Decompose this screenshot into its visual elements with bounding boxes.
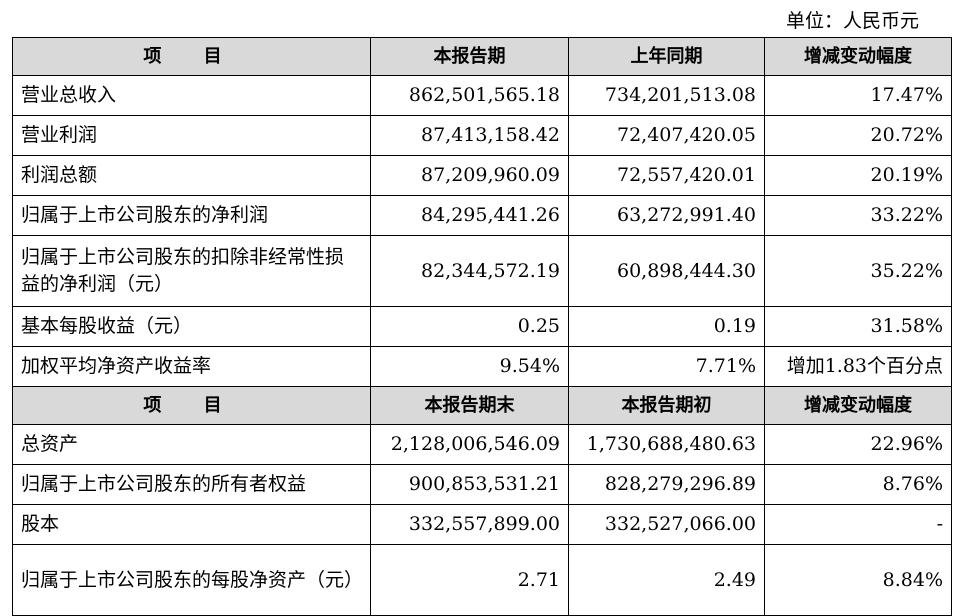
row-label: 归属于上市公司股东的所有者权益 (12, 464, 371, 505)
table-row: 归属于上市公司股东的扣除非经常性损益的净利润（元） 82,344,572.19 … (12, 235, 952, 307)
header-item: 项 目 (12, 386, 371, 425)
row-label: 股本 (12, 504, 371, 545)
period-start-value: 332,527,066.00 (568, 504, 765, 545)
change-value: 增加1.83个百分点 (764, 346, 952, 387)
table-header-row: 项 目 本报告期末 本报告期初 增减变动幅度 (12, 386, 952, 425)
row-label: 归属于上市公司股东的每股净资产（元） (12, 544, 371, 616)
period-start-value: 828,279,296.89 (568, 464, 765, 505)
current-value: 82,344,572.19 (370, 235, 569, 307)
row-label: 营业利润 (12, 115, 371, 156)
period-end-value: 2,128,006,546.09 (370, 424, 569, 465)
current-value: 84,295,441.26 (370, 195, 569, 236)
table-row: 基本每股收益（元） 0.25 0.19 31.58% (12, 306, 952, 347)
period-end-value: 2.71 (370, 544, 569, 616)
table-row: 加权平均净资产收益率 9.54% 7.71% 增加1.83个百分点 (12, 346, 952, 387)
header-period-start: 本报告期初 (568, 386, 765, 425)
period-end-value: 332,557,899.00 (370, 504, 569, 545)
table-header-row: 项 目 本报告期 上年同期 增减变动幅度 (12, 37, 952, 76)
unit-label: 单位：人民币元 (785, 10, 919, 32)
table-row: 股本 332,557,899.00 332,527,066.00 - (12, 504, 952, 545)
change-value: 31.58% (764, 306, 952, 347)
prior-value: 72,407,420.05 (568, 115, 765, 156)
current-value: 862,501,565.18 (370, 75, 569, 116)
row-label: 加权平均净资产收益率 (12, 346, 371, 387)
table-row: 营业利润 87,413,158.42 72,407,420.05 20.72% (12, 115, 952, 156)
change-value: 22.96% (764, 424, 952, 465)
period-start-value: 1,730,688,480.63 (568, 424, 765, 465)
header-change-rate: 增减变动幅度 (764, 37, 952, 76)
row-label: 归属于上市公司股东的净利润 (12, 195, 371, 236)
row-label: 利润总额 (12, 155, 371, 196)
change-value: 8.84% (764, 544, 952, 616)
table-row: 利润总额 87,209,960.09 72,557,420.01 20.19% (12, 155, 952, 196)
change-value: 8.76% (764, 464, 952, 505)
period-end-value: 900,853,531.21 (370, 464, 569, 505)
table-row: 归属于上市公司股东的每股净资产（元） 2.71 2.49 8.84% (12, 544, 952, 616)
header-current-period: 本报告期 (370, 37, 569, 76)
prior-value: 7.71% (568, 346, 765, 387)
current-value: 9.54% (370, 346, 569, 387)
table-row: 营业总收入 862,501,565.18 734,201,513.08 17.4… (12, 75, 952, 116)
prior-value: 72,557,420.01 (568, 155, 765, 196)
change-value: 35.22% (764, 235, 952, 307)
current-value: 0.25 (370, 306, 569, 347)
header-change-rate: 增减变动幅度 (764, 386, 952, 425)
table-row: 总资产 2,128,006,546.09 1,730,688,480.63 22… (12, 424, 952, 465)
row-label: 基本每股收益（元） (12, 306, 371, 347)
change-value: 20.19% (764, 155, 952, 196)
current-value: 87,413,158.42 (370, 115, 569, 156)
row-label: 营业总收入 (12, 75, 371, 116)
change-value: - (764, 504, 952, 545)
table-row: 归属于上市公司股东的净利润 84,295,441.26 63,272,991.4… (12, 195, 952, 236)
change-value: 20.72% (764, 115, 952, 156)
header-prior-year-period: 上年同期 (568, 37, 765, 76)
header-period-end: 本报告期末 (370, 386, 569, 425)
change-value: 33.22% (764, 195, 952, 236)
change-value: 17.47% (764, 75, 952, 116)
prior-value: 734,201,513.08 (568, 75, 765, 116)
prior-value: 63,272,991.40 (568, 195, 765, 236)
table-row: 归属于上市公司股东的所有者权益 900,853,531.21 828,279,2… (12, 464, 952, 505)
row-label: 归属于上市公司股东的扣除非经常性损益的净利润（元） (12, 235, 371, 307)
period-start-value: 2.49 (568, 544, 765, 616)
prior-value: 60,898,444.30 (568, 235, 765, 307)
current-value: 87,209,960.09 (370, 155, 569, 196)
header-item: 项 目 (12, 37, 371, 76)
prior-value: 0.19 (568, 306, 765, 347)
financial-summary-table: 项 目 本报告期 上年同期 增减变动幅度 营业总收入 862,501,565.1… (12, 37, 952, 616)
row-label: 总资产 (12, 424, 371, 465)
